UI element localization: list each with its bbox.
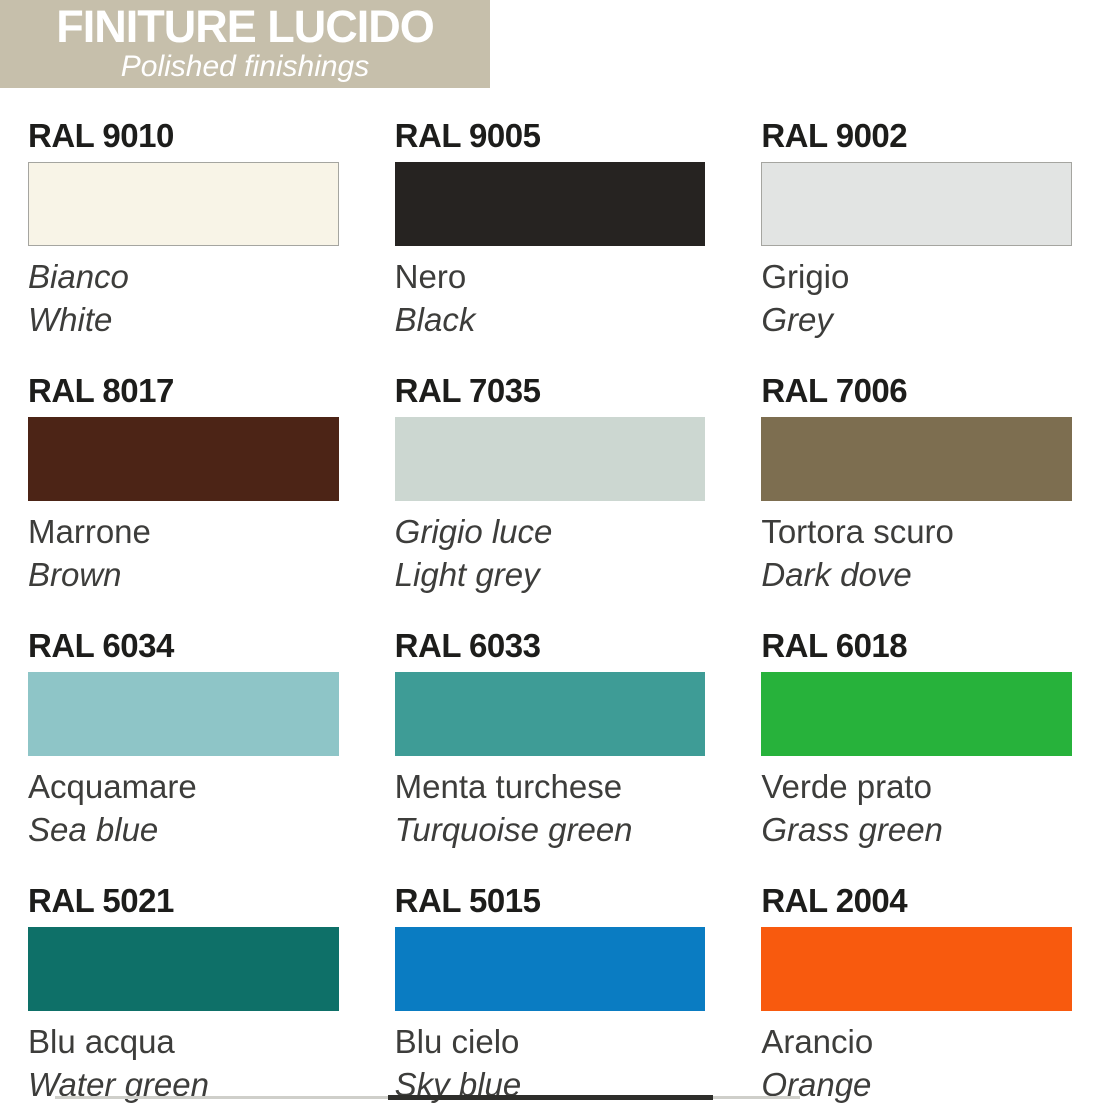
color-name-italian: Blu cielo bbox=[394, 1023, 520, 1060]
color-name-italian: Grigio luce bbox=[394, 513, 553, 550]
color-name-italian: Nero bbox=[394, 258, 467, 295]
ral-code-label: RAL 6034 bbox=[28, 627, 174, 664]
color-name-english: White bbox=[28, 301, 113, 338]
color-name-italian: Grigio bbox=[761, 258, 850, 295]
color-name-italian: Verde prato bbox=[761, 768, 932, 805]
swatch-card: RAL 7006 Tortora scuro Dark dove bbox=[761, 373, 1072, 596]
color-name-italian: Marrone bbox=[28, 513, 151, 550]
color-swatch bbox=[394, 417, 706, 501]
color-name-english: Grass green bbox=[761, 811, 943, 848]
color-name-italian: Acquamare bbox=[28, 768, 197, 805]
ral-code-label: RAL 9002 bbox=[761, 117, 908, 154]
color-swatch bbox=[28, 417, 339, 501]
swatch-card: RAL 6018 Verde prato Grass green bbox=[761, 628, 1072, 851]
color-name-italian: Tortora scuro bbox=[761, 513, 954, 550]
color-name-english: Black bbox=[394, 301, 476, 338]
color-swatch bbox=[28, 672, 339, 756]
ral-code-label: RAL 9005 bbox=[394, 117, 541, 154]
color-name-italian: Blu acqua bbox=[28, 1023, 175, 1060]
swatch-card: RAL 9005 Nero Black bbox=[394, 117, 706, 341]
color-name-italian: Bianco bbox=[28, 258, 129, 295]
section-header: FINITURE LUCIDO Polished finishings bbox=[0, 0, 490, 88]
color-name-english: Brown bbox=[28, 556, 122, 593]
swatch-card: RAL 5021 Blu acqua Water green bbox=[28, 883, 339, 1106]
swatch-card: RAL 9002 Grigio Grey bbox=[761, 118, 1072, 341]
swatch-grid: RAL 9010 Bianco White RAL 9005 Nero Blac… bbox=[28, 118, 1072, 1106]
swatch-card: RAL 8017 Marrone Brown bbox=[28, 373, 339, 596]
section-title: FINITURE LUCIDO bbox=[56, 1, 434, 52]
ral-code-label: RAL 8017 bbox=[28, 372, 174, 409]
color-name-english: Dark dove bbox=[761, 556, 912, 593]
color-swatch bbox=[28, 162, 339, 246]
color-name-english: Light grey bbox=[394, 556, 540, 593]
color-name-italian: Arancio bbox=[761, 1023, 874, 1060]
ral-code-label: RAL 2004 bbox=[761, 882, 908, 919]
color-name-english: Grey bbox=[761, 301, 833, 338]
swatch-card: RAL 7035 Grigio luce Light grey bbox=[394, 372, 706, 596]
next-section-crop-edge-dark bbox=[388, 1095, 713, 1100]
color-swatch bbox=[761, 417, 1072, 501]
color-name-english: Turquoise green bbox=[394, 811, 633, 848]
ral-code-label: RAL 6018 bbox=[761, 627, 908, 664]
color-swatch bbox=[394, 672, 706, 756]
color-swatch bbox=[761, 672, 1072, 756]
swatch-card: RAL 6033 Menta turchese Turquoise green bbox=[394, 627, 706, 851]
color-name-english: Sea blue bbox=[28, 811, 159, 848]
ral-code-label: RAL 5021 bbox=[28, 882, 174, 919]
ral-code-label: RAL 9010 bbox=[28, 117, 174, 154]
color-swatch bbox=[761, 927, 1072, 1011]
swatch-card: RAL 5015 Blu cielo Sky blue bbox=[394, 882, 706, 1106]
color-swatch bbox=[394, 162, 706, 246]
ral-code-label: RAL 5015 bbox=[394, 882, 541, 919]
color-name-italian: Menta turchese bbox=[394, 768, 623, 805]
color-swatch bbox=[394, 927, 706, 1011]
color-swatch bbox=[28, 927, 339, 1011]
ral-code-label: RAL 6033 bbox=[394, 627, 541, 664]
swatch-card: RAL 2004 Arancio Orange bbox=[761, 883, 1072, 1106]
swatch-card: RAL 9010 Bianco White bbox=[28, 118, 339, 341]
ral-code-label: RAL 7006 bbox=[761, 372, 908, 409]
swatch-card: RAL 6034 Acquamare Sea blue bbox=[28, 628, 339, 851]
color-swatch bbox=[761, 162, 1072, 246]
section-subtitle: Polished finishings bbox=[120, 50, 370, 83]
ral-code-label: RAL 7035 bbox=[394, 372, 541, 409]
